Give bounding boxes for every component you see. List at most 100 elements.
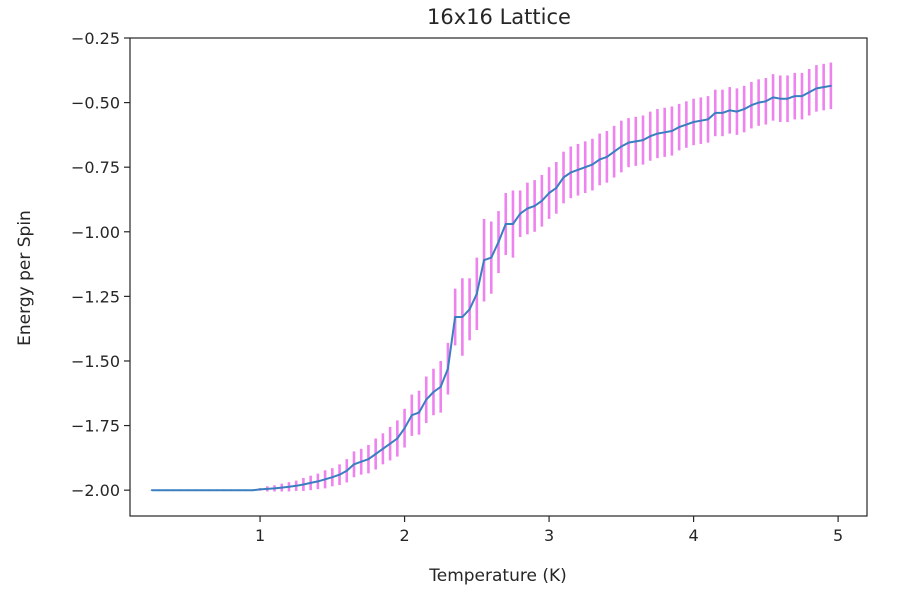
data-point [259,488,261,491]
data-point [671,130,673,132]
data-point [251,489,254,492]
data-point [172,489,175,492]
data-point [815,87,818,90]
data-point [165,489,168,492]
data-point [743,108,746,110]
data-point [656,132,659,135]
x-tick-label: 5 [833,526,843,545]
data-point [374,453,377,455]
x-axis-title: Temperature (K) [428,566,567,586]
data-point [829,84,832,87]
x-tick-label: 4 [688,526,698,545]
data-point [215,489,218,492]
data-point [353,463,355,466]
data-point [475,292,478,295]
data-point [158,489,160,492]
data-point [331,476,334,479]
data-point [468,308,471,311]
data-point [663,131,666,134]
data-point [634,140,637,143]
data-point [223,489,225,492]
data-point [208,489,211,492]
data-point [150,489,153,492]
x-tick-label: 3 [544,526,554,545]
data-point [736,110,738,113]
data-point [649,135,652,138]
data-point [750,104,753,107]
data-point [288,485,290,488]
y-tick-label: −1.00 [71,223,120,242]
data-point [367,458,370,461]
data-point [569,171,572,174]
data-point [338,473,341,476]
series-line-group [150,84,832,492]
data-point [591,163,594,166]
y-tick-label: −1.50 [71,352,120,371]
y-axis-title: Energy per Spin [15,210,35,346]
data-point [692,121,695,123]
y-tick-label: −1.25 [71,287,120,306]
data-point [295,484,298,487]
data-point [410,414,413,417]
plot-area-frame [129,37,868,517]
data-point [605,155,608,158]
data-point [728,109,731,112]
data-point [244,489,247,492]
data-point [562,176,565,179]
x-axis: 1 2 3 4 5 [255,516,843,545]
data-point [512,223,514,225]
y-axis: −0.25 −0.50 −0.75 −1.00 −1.25 −1.50 −1.75 −2.00 [71,29,130,500]
data-point [345,469,348,472]
data-point [360,460,363,463]
data-point [620,145,623,148]
x-tick-label: 2 [399,526,409,545]
data-point [627,141,630,144]
data-point [786,97,789,100]
chart-title: 16x16 Lattice [427,5,571,29]
data-point [201,489,204,492]
y-tick-label: −0.25 [71,29,120,48]
y-tick-label: −2.00 [71,481,120,500]
data-point [237,489,240,492]
data-point [454,316,457,318]
data-point [389,442,392,445]
data-point [280,486,283,489]
data-point [793,95,796,98]
data-point [548,192,550,194]
data-point [764,100,767,103]
data-point [490,256,493,259]
y-tick-label: −1.75 [71,417,120,436]
data-point [555,186,558,189]
data-point [179,489,182,492]
data-point [324,478,326,481]
data-point [779,97,782,100]
data-point [447,367,449,370]
data-point [186,489,189,492]
data-point [714,112,717,114]
data-point [772,96,774,99]
data-point [519,212,522,215]
data-point [230,489,233,492]
data-point [642,139,644,141]
data-point [757,101,760,104]
data-point [273,487,276,490]
data-point [699,119,702,122]
data-point [808,91,811,94]
data-point [396,437,399,440]
data-point [381,447,384,450]
data-point [432,391,435,393]
data-point [526,207,529,210]
data-point [425,398,428,401]
data-point [483,259,485,262]
y-tick-label: −0.75 [71,158,120,177]
data-point [439,385,442,388]
data-point [721,112,724,114]
data-point [613,150,616,153]
data-point [316,480,319,483]
data-point [584,166,587,169]
data-point [678,126,681,129]
data-point [461,316,464,318]
data-point [309,482,312,484]
data-point [504,223,507,225]
